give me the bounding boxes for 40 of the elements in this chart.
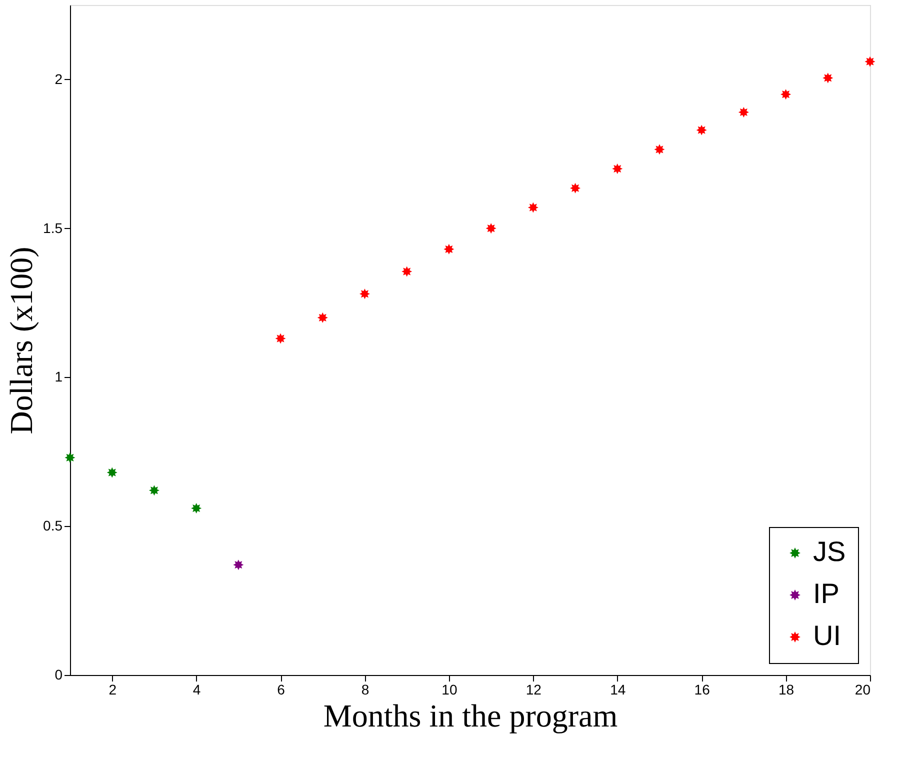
legend-label: UI <box>813 620 841 651</box>
x-tick-label: 20 <box>854 682 871 698</box>
x-tick-label: 4 <box>192 682 201 698</box>
point <box>275 333 286 344</box>
point <box>191 503 202 514</box>
x-tick-label: 18 <box>778 682 794 698</box>
point <box>64 452 76 463</box>
point <box>780 89 792 100</box>
y-tick-label: 0 <box>54 666 63 682</box>
x-tick-label: 12 <box>526 682 542 698</box>
point <box>317 312 328 323</box>
x-tick-label: 8 <box>361 682 370 698</box>
y-tick-label: 1.5 <box>43 220 63 236</box>
point <box>822 72 834 84</box>
x-tick-label: 16 <box>694 682 710 698</box>
x-tick-label: 2 <box>108 682 117 698</box>
point <box>148 485 160 496</box>
legend-label: JS <box>813 536 846 567</box>
point <box>738 106 749 118</box>
x-axis-title: Months in the program <box>323 698 618 734</box>
point <box>654 144 665 155</box>
y-tick-label: 0.5 <box>43 518 63 534</box>
x-tick-label: 10 <box>442 682 458 698</box>
point <box>233 560 244 570</box>
y-tick-label: 2 <box>54 70 63 87</box>
point <box>486 223 496 234</box>
y-axis-title: Dollars (x100) <box>3 246 40 434</box>
point <box>359 288 370 300</box>
point <box>106 467 118 478</box>
y-tick-label: 1 <box>54 368 63 385</box>
point <box>612 164 623 174</box>
point <box>570 182 581 194</box>
x-tick-label: 14 <box>610 682 626 698</box>
point <box>864 56 876 67</box>
point <box>444 244 454 254</box>
point <box>528 202 538 213</box>
x-tick-label: 6 <box>277 682 286 698</box>
point <box>696 124 707 136</box>
legend-label: IP <box>813 578 840 609</box>
point <box>402 266 412 277</box>
